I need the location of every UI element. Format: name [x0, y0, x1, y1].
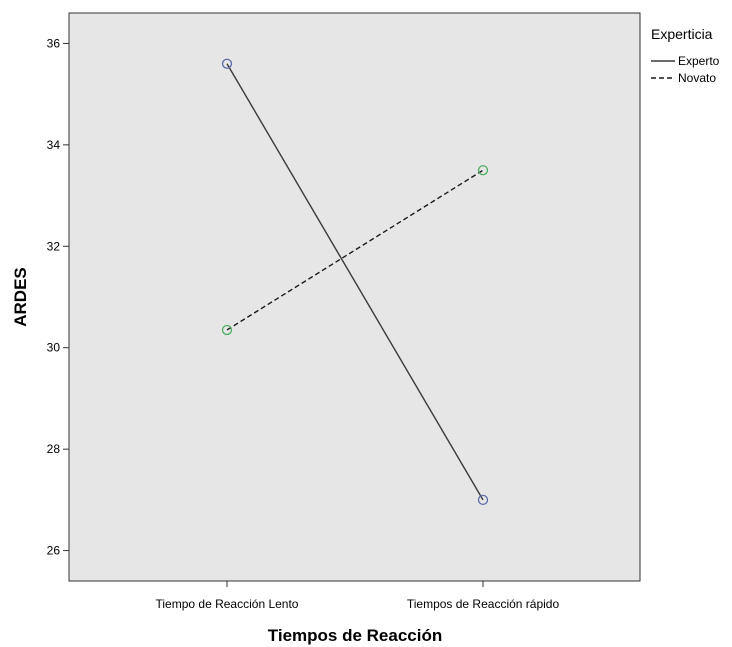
y-axis: 26 28 30 32 34 36 — [47, 36, 69, 558]
x-tick-label: Tiempo de Reacción Lento — [156, 597, 299, 611]
y-tick-label: 30 — [47, 341, 61, 355]
y-axis-title: ARDES — [11, 267, 30, 327]
data-point-novato — [477, 165, 489, 176]
y-tick-label: 26 — [47, 544, 61, 558]
x-axis-title: Tiempos de Reacción — [268, 626, 442, 645]
legend-label-experto: Experto — [678, 54, 720, 68]
data-point-experto — [221, 58, 233, 69]
data-point-novato — [221, 324, 233, 336]
y-tick-label: 32 — [47, 239, 61, 253]
plot-area — [68, 12, 641, 582]
series-layer — [221, 58, 489, 506]
x-tick-label: Tiempos de Reacción rápido — [407, 597, 560, 611]
legend: Experticia Experto Novato — [651, 26, 720, 85]
data-point-experto — [477, 494, 489, 506]
series-line-novato — [226, 169, 484, 331]
legend-label-novato: Novato — [678, 71, 716, 85]
x-axis: Tiempo de Reacción Lento Tiempos de Reacc… — [156, 581, 560, 611]
y-tick-label: 28 — [47, 442, 61, 456]
y-tick-label: 34 — [47, 138, 61, 152]
y-tick-label: 36 — [47, 36, 61, 50]
legend-items: Experto Novato — [651, 54, 720, 85]
series-line-experto — [226, 63, 484, 501]
legend-title: Experticia — [651, 26, 713, 42]
